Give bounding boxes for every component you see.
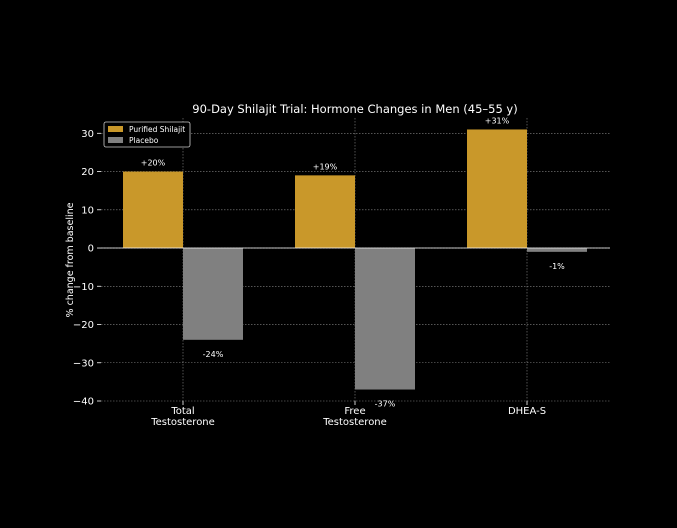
y-tick-label: −30 bbox=[73, 358, 94, 369]
x-tick-label: Total Testosterone bbox=[150, 406, 215, 428]
x-tick-label-line: Free bbox=[344, 406, 365, 417]
bar-placebo-1 bbox=[355, 248, 415, 390]
legend-swatch-shilajit bbox=[108, 126, 123, 132]
data-label-placebo-2: -1% bbox=[549, 262, 565, 271]
bars bbox=[123, 129, 587, 390]
data-label-placebo-1: -37% bbox=[375, 400, 396, 409]
x-tick-label: Free Testosterone bbox=[322, 406, 387, 428]
x-tick-label: DHEA-S bbox=[508, 406, 546, 417]
x-tick-label-line: Testosterone bbox=[322, 417, 387, 428]
bar-shilajit-1 bbox=[295, 175, 355, 249]
y-tick-label: 30 bbox=[81, 129, 94, 140]
y-tick-label: 10 bbox=[81, 205, 94, 216]
x-tick-label-line: Total bbox=[170, 406, 194, 417]
x-tick-label-line: Testosterone bbox=[150, 417, 215, 428]
data-label-placebo-0: -24% bbox=[203, 350, 224, 359]
y-tick-label: 0 bbox=[88, 244, 94, 255]
data-label-shilajit-2: +31% bbox=[485, 116, 510, 125]
bar-placebo-2 bbox=[527, 248, 587, 252]
legend: Purified Shilajit Placebo bbox=[103, 121, 191, 148]
x-tick-label-line: DHEA-S bbox=[508, 406, 546, 417]
data-labels: +20% +19% +31% -24% -37% -1% bbox=[141, 116, 565, 408]
y-tick-label: −10 bbox=[73, 282, 94, 293]
data-label-shilajit-1: +19% bbox=[313, 162, 338, 171]
bar-placebo-0 bbox=[183, 248, 243, 340]
legend-label-shilajit: Purified Shilajit bbox=[129, 125, 185, 134]
bar-shilajit-0 bbox=[123, 171, 183, 249]
y-axis-label: % change from baseline bbox=[65, 202, 76, 317]
y-tick-label: −20 bbox=[73, 320, 94, 331]
legend-label-placebo: Placebo bbox=[129, 136, 159, 145]
chart-title: 90-Day Shilajit Trial: Hormone Changes i… bbox=[192, 102, 517, 116]
legend-frame bbox=[103, 121, 191, 148]
y-tick-label: 20 bbox=[81, 167, 94, 178]
y-tick-label: −40 bbox=[73, 397, 94, 408]
legend-swatch-placebo bbox=[108, 137, 123, 143]
data-label-shilajit-0: +20% bbox=[141, 159, 166, 168]
bar-shilajit-2 bbox=[467, 129, 527, 249]
